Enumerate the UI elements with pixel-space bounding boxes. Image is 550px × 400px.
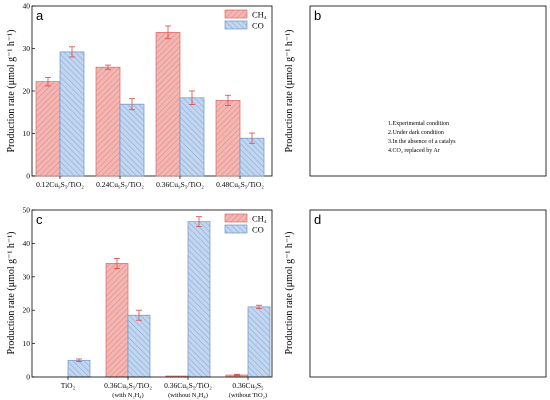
legend-swatch-ch4 <box>224 9 248 19</box>
co-bar <box>179 97 205 177</box>
x-category-sublabel: (with N₂H₄) <box>112 392 143 399</box>
ch4-bar <box>105 263 129 378</box>
y-tick-label: 40 <box>23 2 31 11</box>
error-bar <box>196 216 202 228</box>
x-categories: TiO₂ 0.36Cu₉S₅/TiO₂ (with N₂H₄) 0.36Cu₉S₅/T… <box>61 377 267 399</box>
x-category-label: 0.12Cu₉S₅/TiO₂ <box>36 180 84 189</box>
error-bar <box>105 64 111 70</box>
ch4-bar <box>95 66 121 177</box>
ch4-bar <box>215 99 241 177</box>
x-category-sublabel: (without N₂H₄) <box>168 392 208 399</box>
panel-a: a 0 10 20 30 40 0.12Cu₉S₅/TiO₂ 0.24Cu₉S₅/TiO₂… <box>6 2 273 189</box>
y-axis-label: Production rate (μmol g⁻¹ h⁻¹) <box>6 231 17 354</box>
error-bar <box>165 25 171 40</box>
condition-note: 3.In the absence of a catalys <box>388 138 456 145</box>
error-bar <box>114 258 120 269</box>
x-category-label: 0.36Cu₉S₅/TiO₂ <box>104 381 152 390</box>
y-tick-label: 0 <box>26 172 30 181</box>
bars <box>67 216 271 378</box>
x-category-label: 0.36Cu₉S₅/TiO₂ <box>164 381 212 390</box>
y-tick-label: 10 <box>23 129 31 138</box>
legend-label: CH₄ <box>252 10 267 20</box>
bars <box>35 25 265 177</box>
y-tick-label: 30 <box>23 44 31 53</box>
co-bar <box>127 314 151 378</box>
y-tick-label: 50 <box>23 206 31 215</box>
error-bar <box>249 132 255 144</box>
x-category-label: 0.48Cu₉S₅/TiO₂ <box>216 180 264 189</box>
panel-label: a <box>36 8 44 23</box>
y-tick-label: 40 <box>23 239 31 248</box>
co-bar <box>239 137 265 177</box>
legend-label: CO <box>252 21 264 31</box>
y-tick-label: 0 <box>26 373 30 382</box>
panel-b: b 0 10 20 30 40 50 TiO₂ 0.36Cu₉S₅/TiO₂ (with N₂… <box>23 5 547 399</box>
ch4-bar <box>35 81 61 177</box>
y-ticks: 0 10 20 30 40 <box>23 2 35 181</box>
legend-swatch-co <box>224 224 248 234</box>
error-bar <box>69 46 75 58</box>
y-tick-label: 20 <box>23 306 31 315</box>
x-category-sublabel: (without TiO₂) <box>229 392 267 399</box>
condition-note: 4.CO₂ replaced by Ar <box>388 148 440 154</box>
co-bar <box>187 221 211 378</box>
y-tick-label: 10 <box>23 339 31 348</box>
x-category-label: 0.24Cu₉S₅/TiO₂ <box>96 180 144 189</box>
y-ticks: 0 10 20 30 40 50 <box>23 206 35 382</box>
co-bar <box>119 103 145 177</box>
y-tick-label: 30 <box>23 272 31 281</box>
y-axis-label: Production rate (μmol g⁻¹ h⁻¹) <box>284 231 295 354</box>
y-axis-label: Production rate (μmol g⁻¹ h⁻¹) <box>6 29 17 152</box>
legend-swatch-ch4 <box>224 213 248 223</box>
panel-label: c <box>36 212 43 227</box>
error-bar <box>234 373 240 377</box>
legend-label: CO <box>252 225 264 235</box>
error-bar <box>136 309 142 321</box>
x-category-label: TiO₂ <box>61 381 76 390</box>
panel-label: d <box>314 212 321 227</box>
plot-frame <box>31 209 273 378</box>
x-category-label: 0.36Cu₉S₅ <box>232 381 264 390</box>
error-bar <box>76 358 82 363</box>
y-axis-label: Production rate (μmol g⁻¹ h⁻¹) <box>284 29 295 152</box>
co-bar <box>67 359 91 378</box>
y-tick-label: 20 <box>23 87 31 96</box>
error-bar <box>45 77 51 87</box>
panel-label: b <box>314 8 321 23</box>
error-bar <box>129 98 135 111</box>
condition-note: 2.Under dark condition <box>388 130 444 136</box>
co-bar <box>59 51 85 177</box>
plot-frame <box>309 209 547 378</box>
condition-notes: 1.Experimental condition 2.Under dark co… <box>388 121 456 154</box>
co-bar <box>247 306 271 378</box>
plot-frame <box>309 5 547 177</box>
legend-swatch-co <box>224 20 248 30</box>
x-categories: 0.12Cu₉S₅/TiO₂ 0.24Cu₉S₅/TiO₂ 0.36Cu₉S₅/Ti… <box>36 176 264 189</box>
error-bar <box>189 90 195 105</box>
error-bar <box>256 304 262 309</box>
error-bar <box>225 94 231 106</box>
condition-note: 1.Experimental condition <box>388 121 449 127</box>
x-category-label: 0.36Cu₉S₅/TiO₂ <box>156 180 204 189</box>
panel-d: d Production rate (μmol g⁻¹ h⁻¹) <box>284 209 547 378</box>
ch4-bar <box>155 31 181 177</box>
panel-c: c Production rate (μmol g⁻¹ h⁻¹) <box>6 209 273 378</box>
legend-label: CH₄ <box>252 214 267 224</box>
